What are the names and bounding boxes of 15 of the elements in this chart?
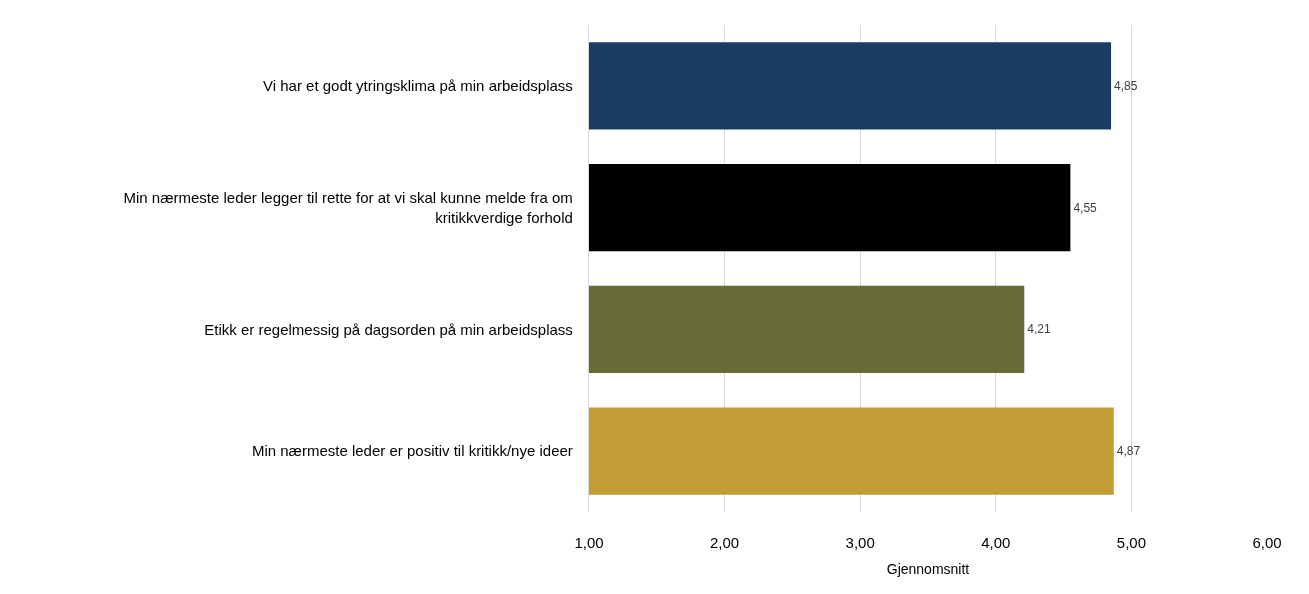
data-label: 4,87 <box>1116 444 1141 459</box>
x-tick-label: 2,00 <box>710 534 740 551</box>
x-tick-label: 5,00 <box>1116 534 1146 551</box>
x-tick-label: 3,00 <box>845 534 875 551</box>
data-label: 4,85 <box>1114 78 1138 93</box>
x-tick-label: 6,00 <box>1252 534 1282 551</box>
y-tick-label: Min nærmeste leder legger til rette for at vi skal kunne melde fra om kritikkverdige forhold <box>123 189 573 226</box>
x-axis-title: Gjennomsnitt <box>886 561 970 578</box>
y-tick-label: Etikk er regelmessig på dagsorden på min arbeidsplass <box>204 320 573 338</box>
data-label: 4,55 <box>1073 200 1098 215</box>
data-label: 4,21 <box>1027 322 1051 337</box>
y-tick-label: Vi har et godt ytringsklima på min arbeidsplass <box>262 77 573 95</box>
x-tick-label: 4,00 <box>981 534 1011 551</box>
y-tick-label: Min nærmeste leder er positiv til kritikk/nye ideer <box>251 442 573 460</box>
x-tick-label: 1,00 <box>574 534 604 551</box>
